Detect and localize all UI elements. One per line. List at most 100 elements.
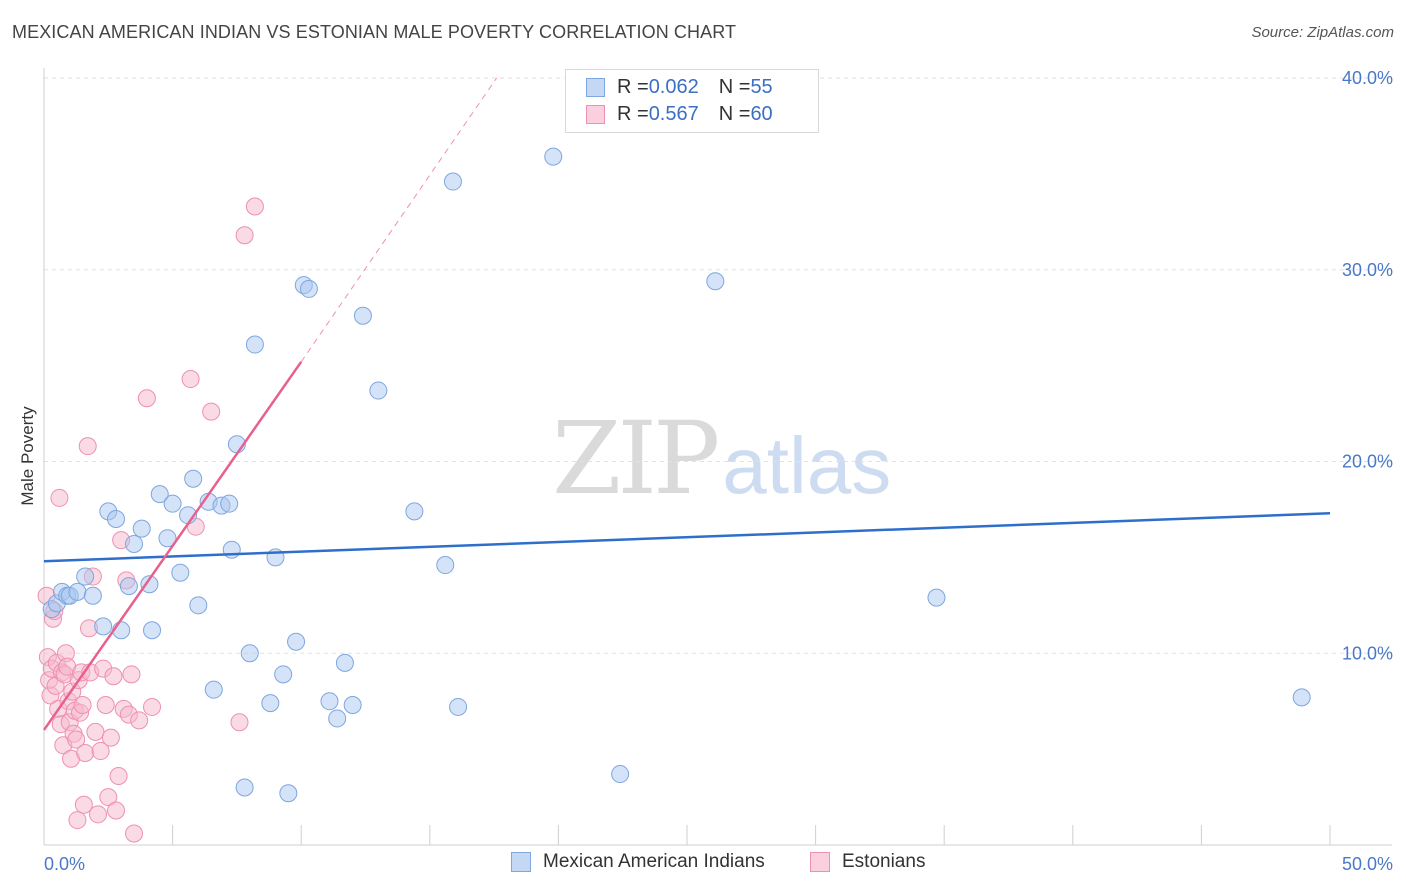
mexican-american-indian-point [171, 563, 190, 582]
mexican-american-indian-point [163, 494, 182, 513]
y-tick-label: 10.0% [1342, 643, 1393, 663]
mexican-american-indian-point [112, 621, 131, 640]
bottom-legend-label: Estonians [842, 851, 926, 872]
trend-line-mexican-american-indians [43, 512, 1331, 563]
estonian-point [143, 697, 162, 716]
bottom-legend-swatch-blue [511, 852, 531, 872]
mexican-american-indian-point [83, 586, 102, 605]
legend-n-label: N = [718, 102, 751, 125]
estonian-point [130, 711, 149, 730]
estonian-point [67, 730, 86, 749]
estonian-point [73, 696, 92, 715]
mexican-american-indian-point [353, 306, 372, 325]
mexican-american-indian-point [449, 697, 468, 716]
legend-row-mexican-american-indians: R = 0.062 N = 55 [586, 75, 773, 99]
mexican-american-indian-point [125, 534, 144, 553]
correlation-legend: R = 0.062 N = 55 R = 0.567 N = 60 [565, 69, 819, 133]
mexican-american-indian-point [143, 621, 162, 640]
y-tick-label: 30.0% [1342, 260, 1393, 280]
estonian-point [104, 667, 123, 686]
estonian-point [89, 805, 108, 824]
mexican-american-indian-point [94, 617, 113, 636]
estonian-point [68, 811, 87, 830]
grid-layer [44, 77, 1392, 654]
watermark: ZIPatlas [552, 400, 891, 517]
legend-r-value: 0.567 [648, 102, 699, 125]
mexican-american-indian-point [611, 765, 630, 784]
tick-layer: 10.0% 20.0% 30.0% 40.0% 0.0% 50.0% [44, 68, 1393, 874]
mexican-american-indian-point [261, 694, 280, 713]
mexican-american-indian-point [140, 575, 159, 594]
mexican-american-indian-point [132, 519, 151, 538]
mexican-american-indian-point [235, 778, 254, 797]
mexican-american-indian-point [76, 567, 95, 586]
mexican-american-indian-point [189, 596, 208, 615]
legend-swatch-pink [586, 104, 605, 124]
estonian-point [101, 728, 120, 747]
mexican-american-indian-point [204, 680, 223, 699]
mexican-american-indian-point [274, 665, 293, 684]
chart-title: MEXICAN AMERICAN INDIAN VS ESTONIAN MALE… [12, 22, 737, 42]
estonian-point [91, 742, 110, 761]
mexican-american-indian-point [544, 147, 563, 166]
estonian-point [230, 713, 249, 732]
mexican-american-indian-point [927, 588, 946, 607]
mexican-american-indian-point [150, 485, 169, 504]
legend-n-label: N = [718, 75, 751, 98]
mexican-american-indian-point [343, 696, 362, 715]
legend-row-estonians: R = 0.567 N = 60 [586, 102, 773, 126]
y-tick-label: 20.0% [1342, 452, 1393, 472]
source-label: Source: ZipAtlas.com [1251, 24, 1394, 41]
legend-r-label: R = [617, 75, 649, 98]
mexican-american-indians-points [42, 147, 1311, 803]
estonian-point [137, 389, 156, 408]
mexican-american-indian-point [1292, 688, 1311, 707]
estonian-point [125, 824, 144, 843]
legend-r-label: R = [617, 102, 649, 125]
mexican-american-indian-point [287, 632, 306, 651]
mexican-american-indian-point [68, 582, 87, 601]
trend-layer [42, 77, 1331, 731]
mexican-american-indian-point [369, 381, 388, 400]
bottom-legend-estonians: Estonians [810, 851, 925, 873]
estonian-point [107, 801, 126, 820]
mexican-american-indian-point [245, 335, 264, 354]
trend-extension-estonians [300, 77, 498, 363]
mexican-american-indian-point [240, 644, 259, 663]
estonian-point [202, 402, 221, 421]
estonian-point [50, 488, 69, 507]
trend-line-estonians [42, 361, 303, 731]
estonian-point [99, 788, 118, 807]
bottom-legend-swatch-pink [810, 852, 830, 872]
mexican-american-indian-point [436, 556, 455, 575]
mexican-american-indian-point [299, 279, 318, 298]
mexican-american-indian-point [320, 692, 339, 711]
mexican-american-indian-point [119, 577, 138, 596]
estonian-point [76, 743, 95, 762]
mexican-american-indian-point [220, 494, 239, 513]
watermark-zip: ZIP [552, 400, 720, 517]
bottom-legend-label: Mexican American Indians [543, 851, 765, 872]
mexican-american-indian-point [328, 709, 347, 728]
mexican-american-indian-point [107, 510, 126, 529]
estonians-points [37, 197, 264, 843]
estonian-point [181, 370, 200, 389]
mexican-american-indian-point [184, 469, 203, 488]
estonian-point [86, 722, 105, 741]
estonian-point [122, 665, 141, 684]
legend-n-value: 55 [750, 75, 773, 98]
axis-layer [43, 68, 1392, 846]
mexican-american-indian-point [443, 172, 462, 191]
x-tick-label-max: 50.0% [1342, 854, 1393, 874]
mexican-american-indian-point [706, 272, 725, 291]
watermark-atlas: atlas [722, 421, 892, 510]
estonian-point [235, 226, 254, 245]
estonian-point [78, 437, 97, 456]
legend-r-value: 0.062 [648, 75, 699, 98]
estonian-point [96, 696, 115, 715]
bottom-legend-mexican-american-indians: Mexican American Indians [511, 851, 765, 873]
x-tick-label-min: 0.0% [44, 854, 85, 874]
mexican-american-indian-point [405, 502, 424, 521]
mexican-american-indian-point [158, 529, 177, 548]
